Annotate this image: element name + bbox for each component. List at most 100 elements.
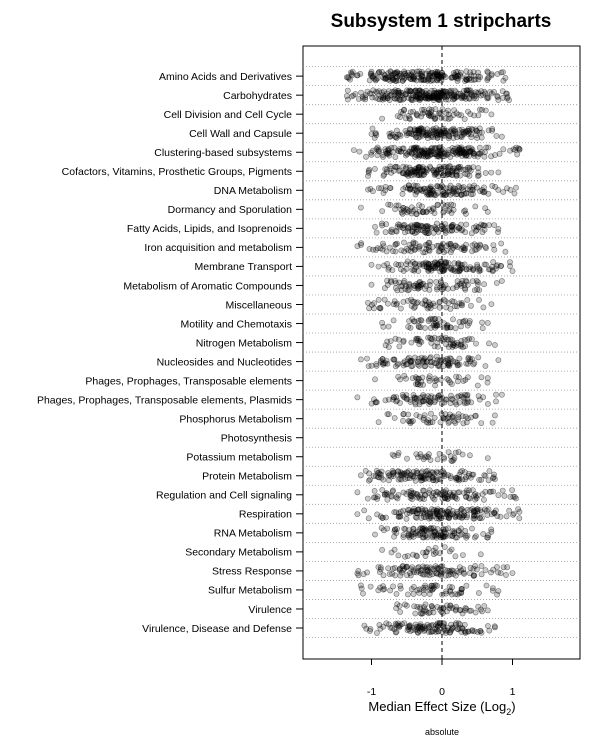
data-point	[393, 621, 400, 628]
data-point	[425, 247, 432, 253]
data-point	[421, 472, 427, 479]
data-point	[491, 623, 498, 630]
data-point	[389, 488, 396, 495]
data-point	[357, 204, 364, 211]
data-point	[393, 394, 400, 400]
data-point	[500, 77, 507, 84]
data-point	[442, 168, 449, 174]
data-point	[377, 564, 384, 571]
data-point	[456, 606, 463, 613]
data-point	[388, 492, 395, 499]
data-point	[462, 391, 468, 398]
data-point	[344, 96, 351, 103]
data-point	[391, 415, 398, 421]
data-point	[476, 296, 482, 303]
y-tick-label: Secondary Metabolism	[185, 547, 292, 559]
data-point	[442, 495, 449, 502]
data-point	[405, 532, 412, 538]
data-point	[432, 544, 439, 551]
data-point	[406, 510, 413, 516]
data-point	[474, 382, 481, 389]
data-point	[376, 69, 382, 75]
data-point	[423, 508, 429, 514]
data-point	[436, 515, 442, 522]
data-point	[472, 609, 479, 616]
data-point	[413, 412, 420, 418]
data-point	[454, 78, 461, 84]
data-point	[433, 279, 439, 285]
data-point	[475, 150, 482, 157]
data-point	[392, 163, 399, 170]
data-point	[417, 164, 424, 171]
data-point	[455, 90, 462, 97]
data-point	[397, 582, 404, 589]
data-point	[399, 77, 406, 84]
data-point	[472, 76, 479, 83]
data-point	[367, 583, 374, 590]
data-point	[402, 526, 409, 532]
data-point	[479, 319, 485, 326]
data-point	[379, 547, 385, 553]
data-point	[422, 363, 429, 369]
data-point	[424, 77, 431, 84]
data-point	[435, 335, 442, 342]
data-point	[406, 208, 412, 215]
data-point	[379, 246, 386, 253]
data-point	[468, 302, 474, 309]
data-point	[509, 570, 516, 576]
data-point	[410, 76, 416, 83]
data-point	[412, 401, 419, 408]
data-point	[452, 343, 458, 350]
data-point	[457, 163, 464, 170]
data-point	[452, 621, 459, 628]
data-point	[417, 492, 424, 498]
data-point	[413, 92, 420, 99]
data-point	[394, 601, 401, 608]
data-point	[467, 264, 474, 270]
data-point	[375, 95, 381, 102]
data-point	[410, 472, 417, 479]
data-point	[487, 266, 493, 273]
data-point	[385, 411, 392, 418]
data-point	[410, 591, 417, 597]
data-point	[442, 88, 449, 95]
data-point	[442, 224, 448, 231]
data-point	[393, 70, 400, 77]
data-point	[368, 149, 374, 156]
data-point	[463, 76, 469, 83]
data-point	[440, 605, 446, 612]
data-point	[432, 382, 438, 389]
data-point	[495, 569, 501, 576]
data-point	[429, 534, 436, 541]
data-point	[479, 229, 486, 236]
data-point	[405, 411, 412, 418]
data-point	[454, 223, 461, 230]
x-tick-label: 0	[439, 686, 445, 698]
data-point	[390, 583, 396, 590]
data-point	[408, 130, 414, 137]
data-point	[509, 487, 515, 493]
data-point	[412, 514, 419, 520]
data-point	[419, 76, 426, 83]
data-point	[378, 474, 385, 481]
data-point	[436, 131, 443, 138]
data-point	[418, 474, 425, 480]
data-point	[463, 494, 469, 500]
data-point	[464, 399, 470, 406]
data-point	[458, 112, 465, 119]
data-point	[460, 184, 467, 190]
data-point	[437, 419, 444, 426]
y-tick-label: Iron acquisition and metabolism	[144, 242, 292, 254]
data-point	[479, 608, 485, 615]
x-axis-title: Median Effect Size (Log2)	[368, 699, 515, 717]
data-point	[375, 263, 382, 270]
data-point	[427, 354, 434, 360]
data-point	[385, 396, 392, 403]
data-point	[483, 245, 489, 251]
data-point	[382, 397, 389, 404]
data-point	[449, 267, 456, 273]
data-point	[488, 72, 495, 79]
data-point	[455, 411, 462, 417]
data-point	[478, 420, 485, 426]
data-point	[447, 305, 454, 312]
